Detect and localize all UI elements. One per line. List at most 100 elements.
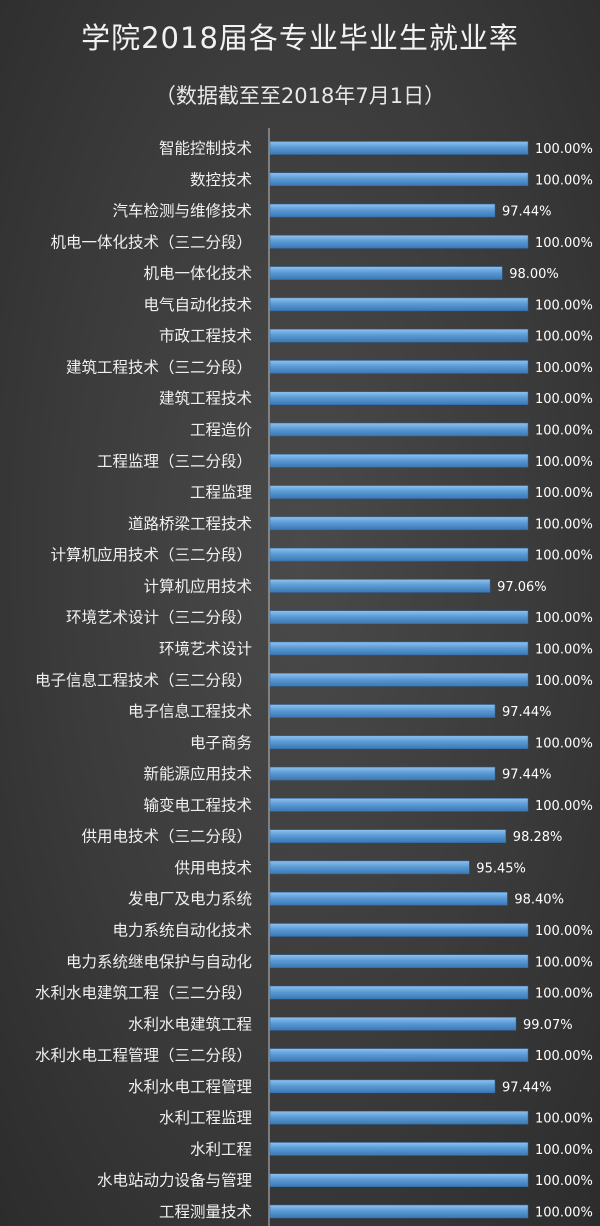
bar <box>269 579 491 593</box>
bar <box>269 1079 496 1094</box>
bar <box>269 141 529 155</box>
value-label: 100.00% <box>535 642 593 657</box>
category-label: 输变电工程技术 <box>143 796 252 814</box>
value-label: 100.00% <box>535 674 593 689</box>
value-label: 100.00% <box>535 1174 593 1189</box>
value-label: 95.45% <box>476 861 526 876</box>
category-label: 计算机应用技术（三二分段） <box>50 545 252 564</box>
category-label: 计算机应用技术 <box>143 576 252 595</box>
bar <box>269 704 496 718</box>
value-label: 100.00% <box>535 173 593 188</box>
bar <box>269 1110 529 1125</box>
value-label: 100.00% <box>535 549 593 564</box>
bar <box>269 266 503 280</box>
bar <box>269 360 529 374</box>
chart-title: 学院2018届各专业毕业生就业率 <box>81 21 519 55</box>
value-label: 100.00% <box>535 392 593 407</box>
value-label: 100.00% <box>535 361 593 376</box>
value-label: 97.06% <box>497 580 547 595</box>
value-label: 98.40% <box>514 893 564 908</box>
value-label: 100.00% <box>535 330 593 345</box>
bar <box>269 766 496 781</box>
value-label: 100.00% <box>535 955 593 970</box>
bar <box>269 829 507 843</box>
category-label: 水利工程监理 <box>159 1109 252 1127</box>
value-label: 98.00% <box>509 267 559 282</box>
category-label: 电子商务 <box>190 734 252 752</box>
category-label: 机电一体化技术（三二分段） <box>50 233 252 251</box>
category-label: 电力系统继电保护与自动化 <box>66 953 252 971</box>
bar <box>269 891 508 906</box>
chart-subtitle: （数据截至至2018年7月1日） <box>154 84 446 108</box>
bar <box>269 673 529 687</box>
value-label: 98.28% <box>513 830 563 845</box>
category-label: 环境艺术设计 <box>159 639 252 658</box>
category-label: 市政工程技术 <box>159 327 252 345</box>
category-label: 水利工程 <box>190 1140 252 1158</box>
category-label: 水利水电建筑工程 <box>128 1015 252 1033</box>
bar <box>269 735 529 750</box>
value-label: 100.00% <box>535 1143 593 1158</box>
bar <box>269 1204 529 1219</box>
value-label: 97.44% <box>502 205 552 220</box>
bar <box>269 954 529 969</box>
category-label: 环境艺术设计（三二分段） <box>66 608 252 627</box>
category-label: 工程造价 <box>190 421 253 439</box>
category-label: 道路桥梁工程技术 <box>128 515 252 533</box>
value-label: 100.00% <box>535 236 593 251</box>
category-label: 建筑工程技术 <box>159 390 252 408</box>
bar <box>269 328 529 343</box>
value-label: 100.00% <box>535 736 593 751</box>
bar <box>269 1048 529 1062</box>
bar <box>269 1017 517 1031</box>
value-label: 100.00% <box>535 486 593 501</box>
value-label: 100.00% <box>535 298 593 313</box>
bar <box>269 860 470 875</box>
bar <box>269 297 529 312</box>
category-label: 电力系统自动化技术 <box>112 922 252 940</box>
bar <box>269 172 529 187</box>
value-label: 97.44% <box>502 705 552 720</box>
value-label: 100.00% <box>535 455 593 470</box>
bar <box>269 1173 529 1187</box>
value-label: 100.00% <box>535 987 593 1002</box>
category-label: 电子信息工程技术 <box>128 703 252 721</box>
value-label: 100.00% <box>535 424 593 439</box>
bar <box>269 641 529 656</box>
category-label: 建筑工程技术（三二分段） <box>66 358 252 376</box>
category-label: 发电厂及电力系统 <box>128 890 252 908</box>
bar <box>269 203 496 218</box>
value-label: 100.00% <box>535 1049 593 1064</box>
category-label: 水电站动力设备与管理 <box>97 1172 252 1190</box>
bar <box>269 485 529 499</box>
value-label: 100.00% <box>535 611 593 626</box>
value-label: 100.00% <box>535 517 593 532</box>
category-label: 供用电技术 <box>174 859 252 877</box>
bar <box>269 923 529 937</box>
bar <box>269 798 529 812</box>
value-label: 100.00% <box>535 924 593 939</box>
category-label: 数控技术 <box>190 171 252 189</box>
bar <box>269 547 529 562</box>
bar <box>269 391 529 405</box>
category-label: 水利水电工程管理 <box>128 1078 252 1096</box>
category-label: 电子信息工程技术（三二分段） <box>35 671 252 689</box>
bar <box>269 516 529 531</box>
bar <box>269 235 529 249</box>
category-label: 工程测量技术 <box>159 1203 252 1221</box>
bar <box>269 1142 529 1156</box>
category-label: 工程监理（三二分段） <box>97 452 252 470</box>
category-label: 供用电技术（三二分段） <box>81 828 252 846</box>
value-label: 100.00% <box>535 1206 593 1221</box>
category-label: 工程监理 <box>190 484 252 502</box>
value-label: 99.07% <box>523 1018 573 1033</box>
category-label: 汽车检测与维修技术 <box>112 202 252 220</box>
bar <box>269 985 529 1000</box>
bar <box>269 610 529 624</box>
category-label: 电气自动化技术 <box>143 296 252 314</box>
category-label: 水利水电建筑工程（三二分段） <box>35 984 252 1002</box>
value-label: 100.00% <box>535 142 593 157</box>
value-label: 100.00% <box>535 1112 593 1127</box>
value-label: 97.44% <box>502 768 552 783</box>
bar <box>269 454 529 468</box>
